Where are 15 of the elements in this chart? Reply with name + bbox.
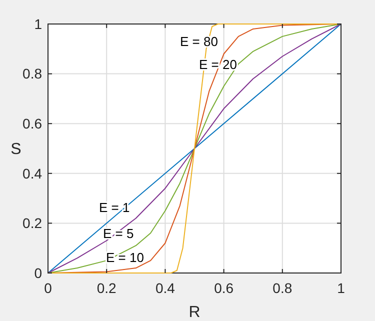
x-tick-label: 0	[44, 280, 52, 296]
y-tick-label: 1	[34, 16, 42, 32]
x-axis-title: R	[188, 304, 200, 321]
x-tick-label: 0.2	[96, 280, 117, 296]
x-tick-label: 0.8	[272, 280, 292, 296]
y-tick-label: 0	[34, 264, 42, 281]
y-tick-label: 0.4	[22, 165, 42, 182]
annotation: E = 5	[103, 226, 134, 241]
x-tick-label: 1	[337, 280, 346, 296]
y-tick-label: 0.2	[22, 215, 42, 232]
x-tick-label: 0.6	[214, 280, 234, 296]
y-axis-title: S	[10, 141, 22, 158]
x-tick-label: 0.4	[155, 280, 176, 296]
y-tick-label: 0.6	[22, 116, 42, 132]
y-tick-label: 0.8	[22, 66, 42, 82]
